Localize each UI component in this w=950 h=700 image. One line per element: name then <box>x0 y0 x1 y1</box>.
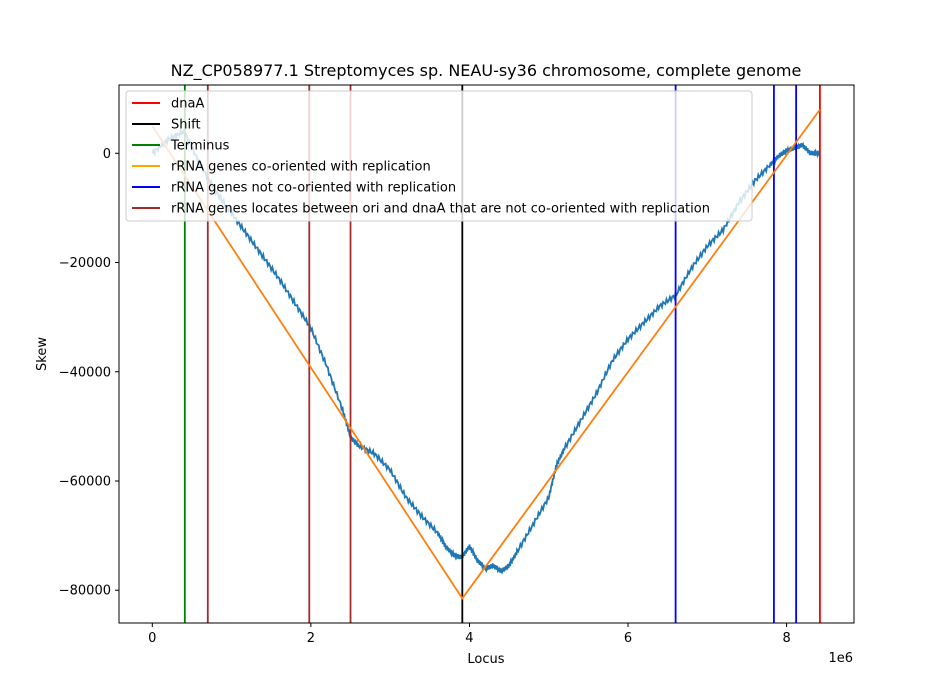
legend-entry: rRNA genes locates between ori and dnaA … <box>171 202 710 217</box>
y-tick-label: 0 <box>103 147 111 162</box>
axis-ticks: 0 2 4 6 8 0 −20000 −40000 −60000 −80000 <box>59 147 791 646</box>
y-tick-label: −60000 <box>59 474 111 489</box>
legend: dnaA Shift Terminus rRNA genes co-oriented … <box>125 90 753 222</box>
x-tick-label: 6 <box>624 631 632 646</box>
y-tick-label: −80000 <box>59 584 111 599</box>
legend-entry: rRNA genes co-oriented with replication <box>171 160 431 175</box>
chart-title: NZ_CP058977.1 Streptomyces sp. NEAU-sy36… <box>171 61 802 81</box>
y-tick-label: −20000 <box>59 256 111 271</box>
plot-frame <box>118 84 855 624</box>
legend-entry: dnaA <box>171 97 204 112</box>
legend-entry: rRNA genes not co-oriented with replicat… <box>171 181 456 196</box>
x-axis-offset-label: 1e6 <box>828 651 853 666</box>
fit-line <box>151 109 821 600</box>
x-axis-label: Locus <box>467 652 504 667</box>
x-tick-label: 8 <box>782 631 790 646</box>
x-tick-label: 0 <box>148 631 156 646</box>
legend-box <box>125 90 753 222</box>
y-axis-label: Skew <box>35 337 50 371</box>
legend-entry: Terminus <box>170 139 230 154</box>
legend-entry: Shift <box>171 118 201 133</box>
y-tick-label: −40000 <box>59 365 111 380</box>
x-tick-label: 2 <box>307 631 315 646</box>
x-tick-label: 4 <box>465 631 473 646</box>
